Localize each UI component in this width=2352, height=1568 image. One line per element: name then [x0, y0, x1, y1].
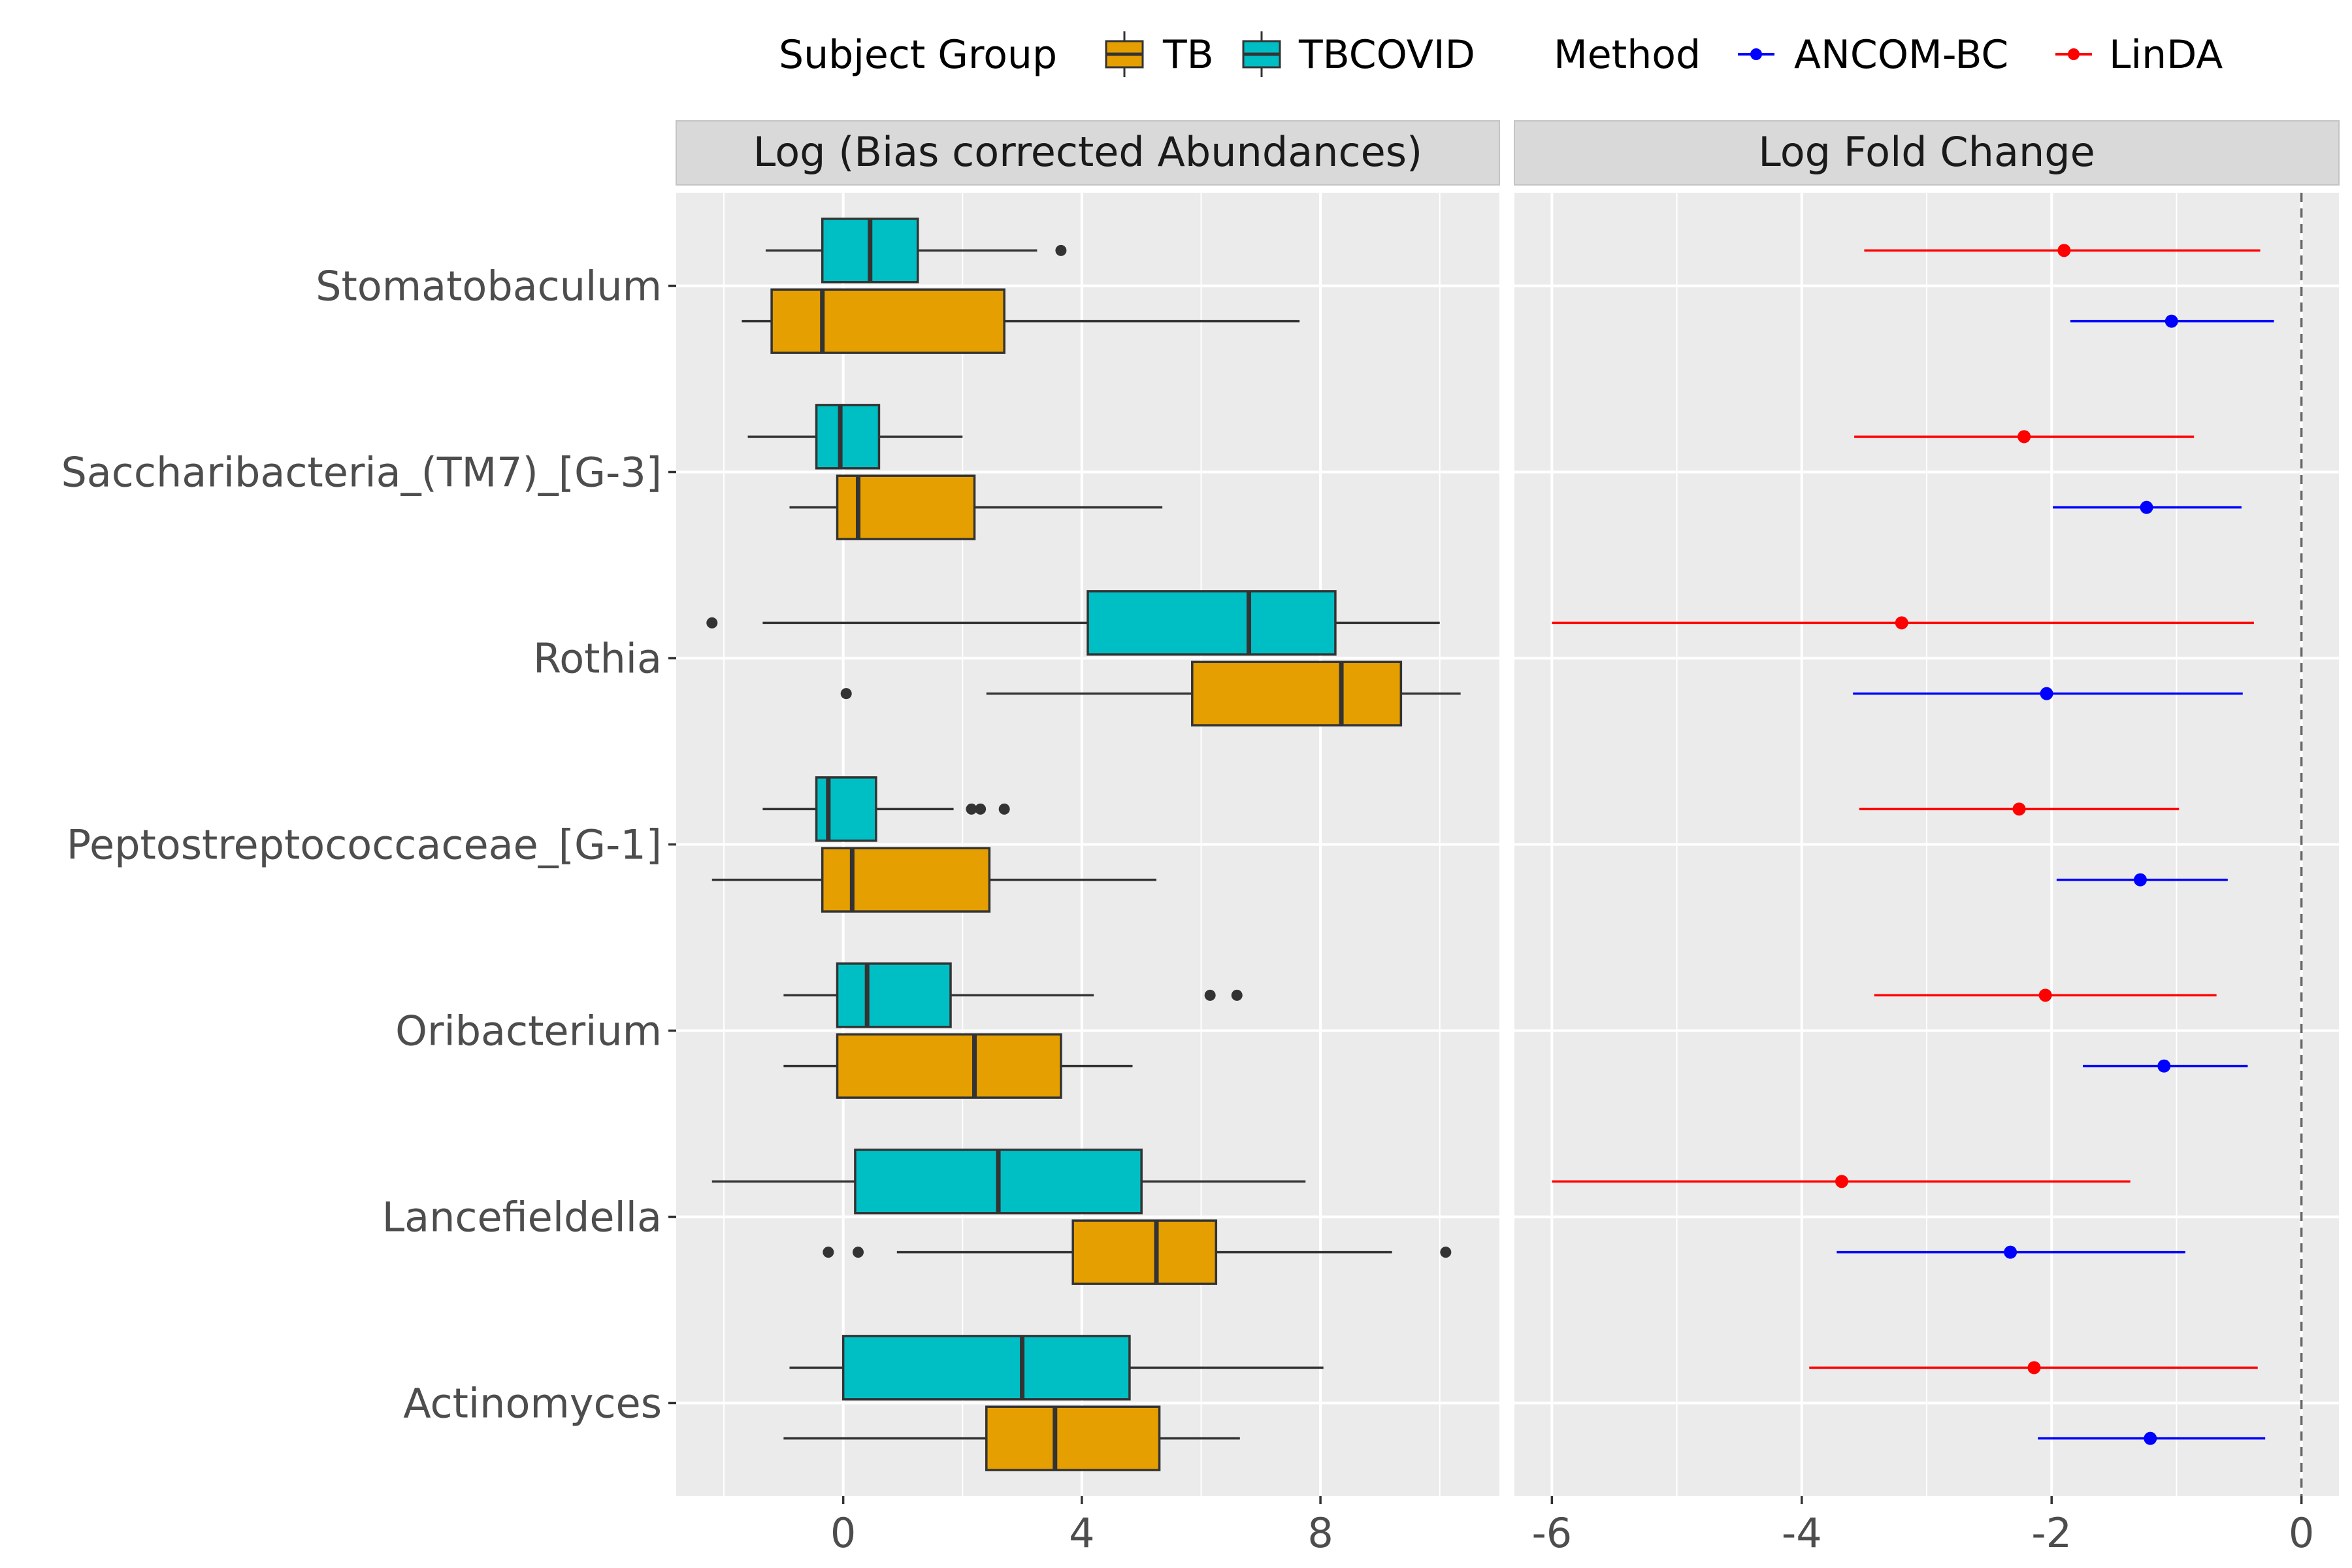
boxplot-tbcovid-rothia	[706, 590, 1440, 656]
errorbar-ancom-bc-rothia	[1853, 687, 2243, 700]
outlier-point	[852, 1247, 864, 1258]
estimate-point	[1835, 1175, 1848, 1188]
box-iqr	[1071, 1219, 1218, 1285]
left-panel-title: Log (Bias corrected Abundances)	[753, 128, 1422, 176]
errorbar-ancom-bc-lancefieldella	[1837, 1245, 2185, 1259]
errorbar-ancom-bc-stomatobaculum	[2070, 314, 2274, 328]
y-tick-label: Saccharibacteria_(TM7)_[G-3]	[61, 449, 662, 497]
legend-key-ancombc	[1738, 48, 1774, 60]
legend-item-tb: TB	[1162, 32, 1214, 78]
boxplot-tbcovid-lancefieldella	[711, 1149, 1306, 1215]
estimate-point	[2057, 244, 2071, 257]
errorbar-linda-lancefieldella	[1552, 1175, 2131, 1188]
errorbar-linda-rothia	[1552, 616, 2254, 630]
box-iqr	[821, 847, 991, 913]
errorbar-linda-saccharibacteria-tm7-g-3	[1854, 430, 2195, 444]
outlier-point	[1204, 989, 1216, 1001]
legend-item-ancombc: ANCOM-BC	[1794, 32, 2008, 78]
legend-method-title: Method	[1554, 32, 1701, 78]
right-panel-marks	[1552, 193, 2303, 1496]
legend-key-linda	[2055, 48, 2092, 60]
box-iqr	[815, 404, 881, 470]
box-iqr	[836, 962, 952, 1028]
boxplot-tbcovid-saccharibacteria-tm7-g-3	[747, 404, 963, 470]
boxplot-tb-stomatobaculum	[742, 288, 1300, 354]
errorbar-linda-peptostreptococcaceae-g-1	[1859, 802, 2180, 816]
errorbar-ancom-bc-peptostreptococcaceae-g-1	[2056, 873, 2228, 887]
legend: Subject Group TB TBCOVID Method ANCOM-BC…	[779, 31, 2223, 78]
legend-item-tbcovid: TBCOVID	[1298, 32, 1475, 78]
boxplot-tb-lancefieldella	[823, 1219, 1452, 1285]
boxplot-tbcovid-actinomyces	[789, 1335, 1324, 1401]
y-tick-label: Oribacterium	[395, 1007, 662, 1055]
y-axis: Stomatobaculum Saccharibacteria_(TM7)_[G-…	[61, 263, 676, 1428]
box-iqr	[770, 288, 1005, 354]
outlier-point	[840, 688, 852, 700]
x-tick-label: 4	[1069, 1509, 1094, 1557]
estimate-point	[2133, 873, 2147, 887]
legend-key-tbcovid	[1242, 31, 1281, 77]
outlier-point	[1440, 1247, 1452, 1258]
box-iqr	[836, 1033, 1062, 1099]
outlier-point	[823, 1247, 834, 1258]
x-tick-label: 0	[2289, 1509, 2314, 1557]
estimate-point	[2157, 1059, 2171, 1073]
errorbar-linda-actinomyces	[1809, 1361, 2258, 1375]
box-iqr	[1191, 661, 1403, 727]
box-iqr	[815, 776, 877, 842]
errorbar-ancom-bc-actinomyces	[2038, 1431, 2266, 1445]
x-tick-label: 8	[1307, 1509, 1333, 1557]
estimate-point	[2140, 500, 2153, 514]
estimate-point	[2040, 687, 2053, 700]
outlier-point	[998, 803, 1010, 815]
boxplot-tbcovid-stomatobaculum	[765, 218, 1067, 284]
estimate-point	[1895, 616, 1908, 630]
y-tick-label: Lancefieldella	[382, 1194, 662, 1241]
estimate-point	[2017, 430, 2031, 444]
estimate-point	[2027, 1361, 2041, 1375]
x-tick-label: -6	[1531, 1509, 1572, 1557]
right-panel-title: Log Fold Change	[1758, 128, 2095, 176]
y-tick-label: Actinomyces	[403, 1380, 662, 1428]
x-tick-label: -2	[2031, 1509, 2072, 1557]
boxplot-tb-rothia	[840, 661, 1461, 727]
errorbar-ancom-bc-oribacterium	[2083, 1059, 2248, 1073]
right-panel-strip: Log Fold Change	[1514, 120, 2340, 186]
y-tick-label: Rothia	[533, 635, 662, 683]
boxplot-tbcovid-oribacterium	[783, 962, 1243, 1028]
errorbar-ancom-bc-saccharibacteria-tm7-g-3	[2053, 500, 2242, 514]
box-iqr	[841, 1335, 1131, 1401]
boxplot-tb-peptostreptococcaceae-g-1	[711, 847, 1156, 913]
legend-key-tb	[1105, 31, 1144, 77]
estimate-point	[2144, 1431, 2157, 1445]
estimate-point	[2038, 988, 2052, 1002]
legend-group-title: Subject Group	[779, 32, 1057, 78]
estimate-point	[2164, 314, 2178, 328]
x-tick-label: 0	[830, 1509, 856, 1557]
boxplot-tb-actinomyces	[783, 1405, 1240, 1471]
boxplot-tb-saccharibacteria-tm7-g-3	[789, 474, 1163, 540]
errorbar-linda-stomatobaculum	[1864, 244, 2261, 257]
legend-item-linda: LinDA	[2109, 32, 2223, 78]
box-iqr	[985, 1405, 1161, 1471]
outlier-point	[975, 803, 987, 815]
x-tick-label: -4	[1782, 1509, 1822, 1557]
outlier-point	[706, 617, 718, 629]
boxplot-tbcovid-peptostreptococcaceae-g-1	[762, 776, 1010, 842]
left-panel-strip: Log (Bias corrected Abundances)	[676, 120, 1500, 186]
outlier-point	[966, 803, 977, 815]
estimate-point	[2012, 802, 2026, 816]
estimate-point	[2004, 1245, 2017, 1259]
outlier-point	[1231, 989, 1243, 1001]
box-iqr	[1086, 590, 1337, 656]
x-axes: 0 4 8 -6 -4 -2 0	[830, 1496, 2314, 1557]
outlier-point	[1055, 244, 1067, 256]
y-tick-label: Stomatobaculum	[316, 263, 662, 310]
y-tick-label: Peptostreptococcaceae_[G-1]	[67, 821, 662, 869]
boxplot-tb-oribacterium	[783, 1033, 1133, 1099]
errorbar-linda-oribacterium	[1874, 988, 2217, 1002]
left-panel-marks	[706, 218, 1461, 1471]
